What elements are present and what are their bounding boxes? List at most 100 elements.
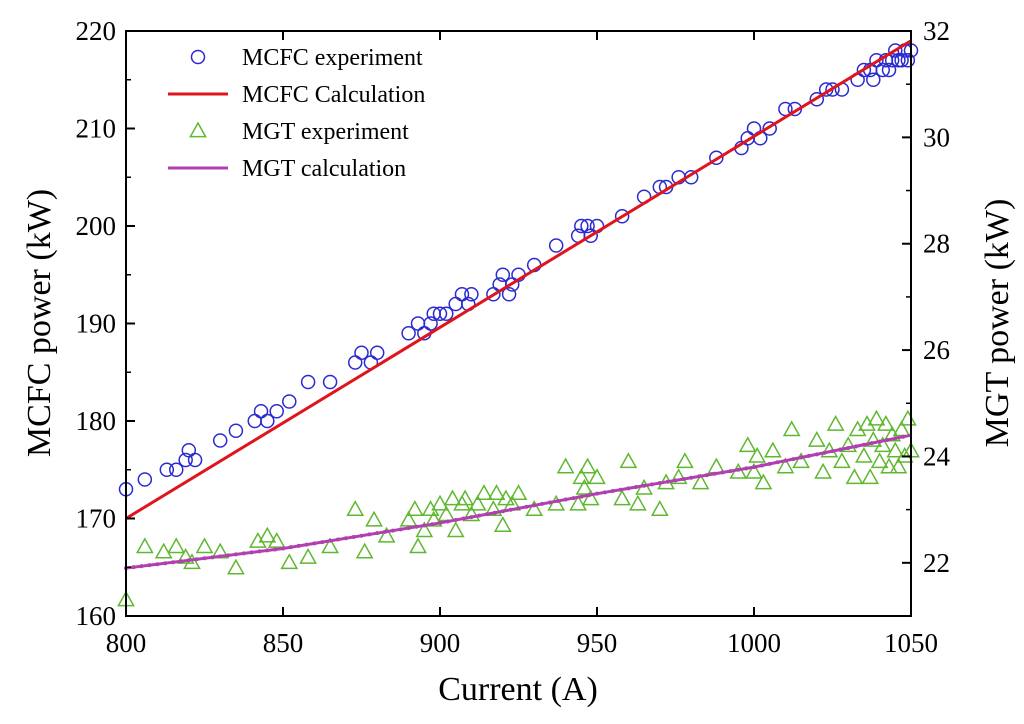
data-point <box>399 510 418 527</box>
data-point <box>377 526 396 543</box>
data-point <box>763 441 782 458</box>
data-point <box>347 355 363 370</box>
line-point <box>147 563 152 568</box>
y2-tick-label: 26 <box>923 335 950 365</box>
y-axis-title: MCFC power (kW) <box>21 189 58 457</box>
x-tick-label: 950 <box>577 628 618 658</box>
line-point <box>838 447 843 452</box>
y2-axis-title: MGT power (kW) <box>979 199 1016 448</box>
line-point <box>791 457 796 462</box>
data-point <box>423 316 438 331</box>
line-point <box>602 490 607 495</box>
line-point <box>178 559 183 564</box>
legend-item: MCFC experiment <box>190 45 423 71</box>
line-point <box>532 503 537 508</box>
y2-tick-label: 22 <box>923 548 950 578</box>
line-point <box>477 513 482 518</box>
data-point <box>167 537 186 554</box>
line-point <box>736 467 741 472</box>
line-point <box>445 519 450 524</box>
data-point <box>159 462 175 477</box>
data-point <box>870 452 889 469</box>
data-point <box>650 500 669 516</box>
line-point <box>320 540 325 545</box>
data-point <box>249 532 267 548</box>
data-point <box>892 420 911 437</box>
line-point <box>634 485 639 490</box>
data-point <box>493 516 512 532</box>
y-tick-label: 210 <box>76 114 117 144</box>
line-point <box>422 523 427 528</box>
line-point <box>186 558 191 563</box>
data-point <box>880 457 898 474</box>
line-point <box>406 526 411 531</box>
line-point <box>500 509 505 514</box>
data-point <box>495 267 511 282</box>
legend-label: MGT calculation <box>242 156 406 182</box>
data-point <box>401 326 416 341</box>
line-point <box>547 500 552 505</box>
x-tick-label: 1050 <box>884 628 938 658</box>
data-point <box>228 423 244 438</box>
data-point <box>135 537 154 554</box>
line-point <box>759 463 764 468</box>
line-point <box>854 444 859 449</box>
data-point <box>669 468 688 485</box>
line-point <box>587 493 592 498</box>
data-point <box>845 468 864 485</box>
data-point <box>269 404 284 419</box>
line-point <box>375 531 380 536</box>
data-point <box>575 478 594 495</box>
line-point <box>296 543 301 548</box>
data-point <box>619 452 638 469</box>
data-point <box>578 457 597 474</box>
data-point <box>814 462 832 479</box>
data-point <box>883 425 902 442</box>
data-point <box>581 489 600 506</box>
data-point <box>369 345 385 360</box>
data-point <box>346 500 365 516</box>
y-tick-label: 220 <box>76 16 117 46</box>
data-point <box>282 394 297 409</box>
data-point <box>807 430 826 447</box>
line-point <box>249 550 254 555</box>
data-point <box>762 121 777 136</box>
y-tick-label: 200 <box>76 211 117 241</box>
data-point <box>464 287 479 302</box>
data-point <box>572 468 591 485</box>
line-point <box>524 504 529 509</box>
data-point <box>809 92 825 107</box>
line-point <box>822 450 827 455</box>
y-tick-label: 160 <box>76 601 117 631</box>
data-point <box>548 238 564 253</box>
data-point <box>443 489 462 506</box>
line-point <box>689 475 694 480</box>
data-point <box>462 505 481 522</box>
line-point <box>281 546 285 551</box>
line-point <box>367 532 372 537</box>
data-point <box>580 218 595 234</box>
line-point <box>194 557 199 562</box>
data-point <box>432 306 448 321</box>
line-point <box>155 562 160 567</box>
data-point <box>421 500 440 516</box>
y2-tick-label: 30 <box>923 122 950 152</box>
line-point <box>469 515 474 520</box>
legend-swatch <box>190 49 206 65</box>
data-point <box>825 82 840 97</box>
line-point <box>657 481 662 486</box>
line-point <box>430 522 435 527</box>
data-point <box>448 296 463 312</box>
data-point <box>484 500 503 516</box>
data-point <box>195 537 214 554</box>
data-point <box>258 526 277 543</box>
line-point <box>626 486 631 491</box>
line-point <box>226 553 231 558</box>
y2-tick-label: 32 <box>923 16 950 46</box>
data-point <box>676 452 694 469</box>
line-point <box>869 441 874 446</box>
data-point <box>877 415 895 431</box>
data-point <box>745 462 763 479</box>
data-point <box>410 316 426 331</box>
data-point <box>247 413 262 429</box>
